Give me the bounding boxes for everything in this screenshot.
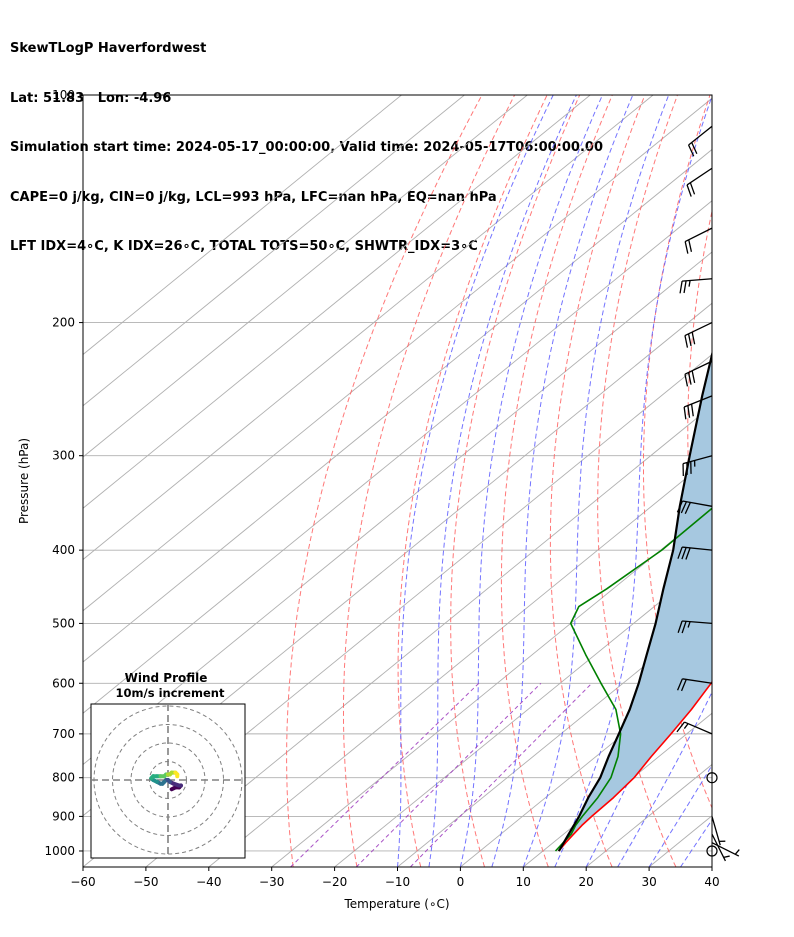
temperature-profile [558, 680, 712, 852]
mixing-ratio-line [410, 682, 593, 867]
x-tick-label: −20 [322, 875, 347, 889]
y-tick-label: 300 [52, 449, 75, 463]
y-tick-label: 900 [52, 809, 75, 823]
isotherm [145, 405, 712, 867]
isotherm [711, 866, 712, 867]
hodograph-title: Wind Profile [125, 671, 208, 685]
isotherm [83, 97, 712, 612]
y-axis: 100 200 300 400 500 600 700 800 900 1000 [44, 88, 83, 858]
isotherm [648, 815, 712, 867]
wind-barb [684, 227, 713, 254]
y-tick-label: 1000 [44, 844, 75, 858]
wind-barb [676, 721, 713, 735]
wind-barb [677, 620, 713, 634]
moist-adiabat [491, 95, 634, 867]
isotherm [271, 507, 712, 867]
y-tick-label: 500 [52, 616, 75, 630]
wind-barb [676, 678, 713, 692]
dry-adiabat [343, 95, 516, 867]
lat-lon: Lat: 51.83 Lon: -4.96 [10, 90, 172, 106]
x-axis: −60 −50 −40 −30 −20 −10 0 10 20 30 40 [70, 867, 720, 889]
skewt-plot-area [83, 95, 794, 867]
wind-barb [706, 772, 718, 784]
cin-shading [558, 354, 712, 851]
x-tick-label: −40 [196, 875, 221, 889]
x-tick-label: 20 [579, 875, 594, 889]
station-title: SkewTLogP Haverfordwest [10, 41, 207, 56]
wind-barb [686, 167, 713, 197]
y-tick-label: 800 [52, 771, 75, 785]
mixing-ratio-line [355, 682, 542, 867]
dry-adiabat [597, 95, 678, 867]
isotherm [83, 200, 712, 714]
isotherm [397, 610, 712, 867]
moist-adiabat [554, 95, 712, 867]
parcel-profile [557, 350, 712, 852]
y-tick-label: 700 [52, 727, 75, 741]
wind-barb [706, 845, 718, 857]
dry-adiabat [773, 95, 794, 867]
isotherm [208, 456, 712, 867]
x-tick-label: 0 [457, 875, 465, 889]
y-tick-label: 100 [52, 88, 75, 102]
x-tick-label: −30 [259, 875, 284, 889]
simulation-times: Simulation start time: 2024-05-17_00:00:… [10, 140, 603, 155]
moist-adiabat [459, 95, 603, 867]
wind-barbs [676, 125, 740, 862]
chart-header: SkewTLogP Haverfordwest Lat: 51.83 Lon: … [10, 8, 603, 272]
y-tick-label: 200 [52, 316, 75, 330]
isotherm [83, 95, 528, 458]
cape-cin-levels: CAPE=0 j/kg, CIN=0 j/kg, LCL=993 hPa, LF… [10, 189, 497, 205]
x-axis-label: Temperature (∘C) [343, 897, 449, 911]
y-axis-label: Pressure (hPa) [17, 438, 31, 524]
x-tick-label: 30 [641, 875, 656, 889]
moist-adiabat [522, 95, 670, 867]
hodograph-inset: Wind Profile 10m/s increment [90, 671, 246, 859]
x-tick-label: −50 [133, 875, 158, 889]
dry-adiabat [450, 95, 581, 867]
dry-adiabat [731, 95, 794, 867]
wind-barb [687, 125, 713, 157]
x-tick-label: −10 [385, 875, 410, 889]
wind-barb [711, 842, 740, 857]
isotherm [523, 712, 712, 867]
wind-barb [682, 455, 713, 476]
wind-barb [683, 395, 713, 420]
wind-barb [711, 833, 730, 862]
dewpoint-profile [554, 507, 712, 852]
hodograph-subtitle: 10m/s increment [116, 686, 225, 700]
wind-barb [711, 816, 726, 846]
isotherm [83, 95, 465, 407]
y-tick-label: 400 [52, 543, 75, 557]
isotherm [83, 95, 402, 356]
x-tick-label: 40 [704, 875, 719, 889]
dry-adiabat [397, 95, 548, 867]
dry-adiabat [286, 95, 483, 867]
wind-barb [684, 321, 713, 348]
wind-barb [676, 500, 713, 514]
isotherm [83, 148, 712, 663]
wind-barb [679, 278, 713, 294]
moist-adiabat [397, 95, 554, 867]
wind-barb [684, 360, 713, 387]
wind-barb [677, 546, 713, 560]
moist-adiabat [648, 764, 712, 867]
x-tick-label: 10 [516, 875, 531, 889]
moist-adiabat [428, 95, 577, 867]
isotherm [83, 95, 591, 509]
dry-adiabat [500, 95, 613, 867]
isotherm [334, 558, 712, 867]
mixing-ratio-line [290, 682, 480, 867]
x-tick-label: −60 [70, 875, 95, 889]
isotherm [83, 95, 654, 561]
y-tick-label: 600 [52, 676, 75, 690]
